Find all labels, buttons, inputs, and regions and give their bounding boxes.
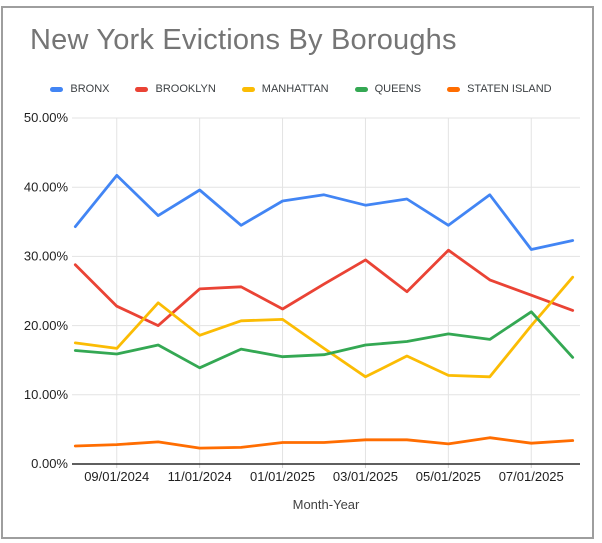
series-line-brooklyn[interactable] (73, 248, 575, 328)
y-axis-tick-label: 0.00% (31, 456, 68, 471)
legend-item-staten-island[interactable]: STATEN ISLAND (447, 83, 552, 95)
legend-item-manhattan[interactable]: MANHATTAN (241, 83, 329, 95)
series-line-staten-island[interactable] (73, 436, 575, 450)
legend-label: STATEN ISLAND (467, 83, 552, 95)
x-axis-tick-label: 05/01/2025 (416, 469, 481, 484)
y-axis-tick-label: 40.00% (24, 179, 69, 194)
chart-legend: BRONX BROOKLYN MANHATTAN QUEENS STATEN ISLAN… (10, 81, 592, 97)
legend-label: MANHATTAN (261, 83, 329, 95)
legend-swatch-icon (241, 86, 255, 92)
x-axis-tick-label: 11/01/2024 (168, 469, 232, 484)
x-axis-title: Month-Year (293, 497, 360, 512)
chart-title: New York Evictions By Boroughs (30, 24, 457, 56)
x-axis-tick-label: 01/01/2025 (250, 469, 315, 484)
legend-item-queens[interactable]: QUEENS (354, 83, 422, 95)
legend-item-brooklyn[interactable]: BROOKLYN (135, 83, 216, 95)
series-line-queens[interactable] (73, 310, 575, 370)
y-axis-tick-label: 30.00% (24, 249, 69, 264)
legend-label: QUEENS (374, 83, 422, 95)
legend-swatch-icon (50, 86, 64, 92)
series-line-manhattan[interactable] (73, 275, 575, 379)
legend-swatch-icon (354, 86, 368, 92)
y-axis-tick-label: 10.00% (24, 387, 69, 402)
series-line-bronx[interactable] (73, 173, 575, 251)
y-axis-tick-label: 20.00% (24, 318, 69, 333)
legend-item-bronx[interactable]: BRONX (50, 83, 109, 95)
y-axis-tick-label: 50.00% (24, 110, 69, 125)
x-axis-tick-label: 09/01/2024 (84, 469, 149, 484)
legend-swatch-icon (135, 86, 149, 92)
legend-swatch-icon (447, 86, 461, 92)
legend-label: BRONX (70, 83, 110, 95)
x-axis-tick-label: 07/01/2025 (499, 469, 564, 484)
x-axis-tick-label: 03/01/2025 (333, 469, 398, 484)
legend-label: BROOKLYN (155, 83, 216, 95)
